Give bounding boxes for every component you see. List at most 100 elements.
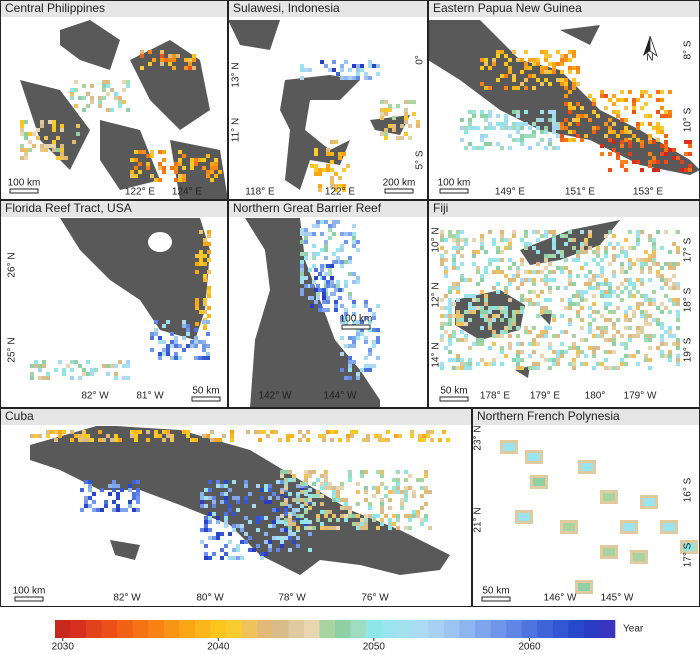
reef-pixel [580,350,584,354]
reef-pixel [656,138,660,142]
reef-pixel [564,58,568,62]
coordinate-label: 151° E [565,187,595,198]
reef-pixel [108,484,112,488]
reef-pixel [174,166,178,170]
reef-pixel [268,544,272,548]
reef-pixel [448,358,452,362]
reef-pixel [248,492,252,496]
reef-pixel [456,282,460,286]
reef-pixel [520,126,524,130]
reef-pixel [112,508,116,512]
reef-pixel [552,242,556,246]
reef-pixel [208,516,212,520]
reef-pixel [572,302,576,306]
reef-pixel [648,94,652,98]
reef-pixel [608,338,612,342]
reef-pixel [500,238,504,242]
reef-pixel [318,288,322,292]
reef-pixel [92,492,96,496]
reef-pixel [540,270,544,274]
reef-pixel [536,262,540,266]
reef-pixel [620,164,624,168]
reef-pixel [244,484,248,488]
reef-pixel [500,330,504,334]
reef-pixel [74,434,78,438]
reef-pixel [126,360,130,364]
reef-pixel [344,240,348,244]
reef-pixel [338,288,342,292]
reef-pixel [640,302,644,306]
reef-pixel [396,104,400,108]
scale-bar [14,596,44,602]
reef-pixel [56,156,60,160]
reef-pixel [352,336,356,340]
scale-label: 50 km [192,386,219,397]
reef-pixel [572,282,576,286]
reef-pixel [468,110,472,114]
reef-pixel [82,430,86,434]
reef-pixel [334,172,338,176]
reef-pixel [512,78,516,82]
reef-pixel [308,474,312,478]
reef-cluster [310,140,350,192]
reef-pixel [354,430,358,434]
reef-pixel [220,548,224,552]
reef-pixel [536,294,540,298]
reef-pixel [468,310,472,314]
reef-pixel [564,102,568,106]
reef-pixel [600,330,604,334]
reef-pixel [82,96,86,100]
reef-pixel [92,508,96,512]
reef-pixel [600,258,604,262]
reef-pixel [596,250,600,254]
reef-pixel [332,60,336,64]
reef-pixel [460,254,464,258]
reef-pixel [128,500,132,504]
reef-pixel [448,350,452,354]
reef-pixel [536,126,540,130]
reef-pixel [608,262,612,266]
reef-pixel [188,66,192,70]
reef-pixel [280,470,284,474]
reef-pixel [418,434,422,438]
reef-pixel [548,290,552,294]
reef-pixel [520,358,524,362]
reef-pixel [660,126,664,130]
reef-pixel [430,430,434,434]
reef-pixel [208,488,212,492]
reef-pixel [110,364,114,368]
reef-pixel [256,544,260,548]
reef-pixel [504,314,508,318]
reef-pixel [232,524,236,528]
reef-pixel [488,66,492,70]
reef-pixel [632,110,636,114]
reef-pixel [304,232,308,236]
reef-pixel [616,286,620,290]
reef-pixel [524,134,528,138]
reef-pixel [132,508,136,512]
reef-pixel [468,306,472,310]
reef-pixel [384,494,388,498]
reef-pixel [318,304,322,308]
reef-pixel [292,540,296,544]
reef-pixel [592,98,596,102]
reef-pixel [322,438,326,442]
reef-pixel [48,120,52,124]
reef-pixel [398,434,402,438]
reef-pixel [608,302,612,306]
reef-pixel [80,508,84,512]
reef-pixel [552,110,556,114]
reef-pixel [512,262,516,266]
reef-pixel [336,256,340,260]
reef-pixel [244,496,248,500]
reef-pixel [224,492,228,496]
reef-pixel [612,334,616,338]
reef-pixel [492,62,496,66]
reef-pixel [252,504,256,508]
reef-pixel [60,156,64,160]
reef-pixel [480,134,484,138]
reef-pixel [608,138,612,142]
reef-pixel [624,342,628,346]
reef-pixel [584,114,588,118]
reef-pixel [118,100,122,104]
